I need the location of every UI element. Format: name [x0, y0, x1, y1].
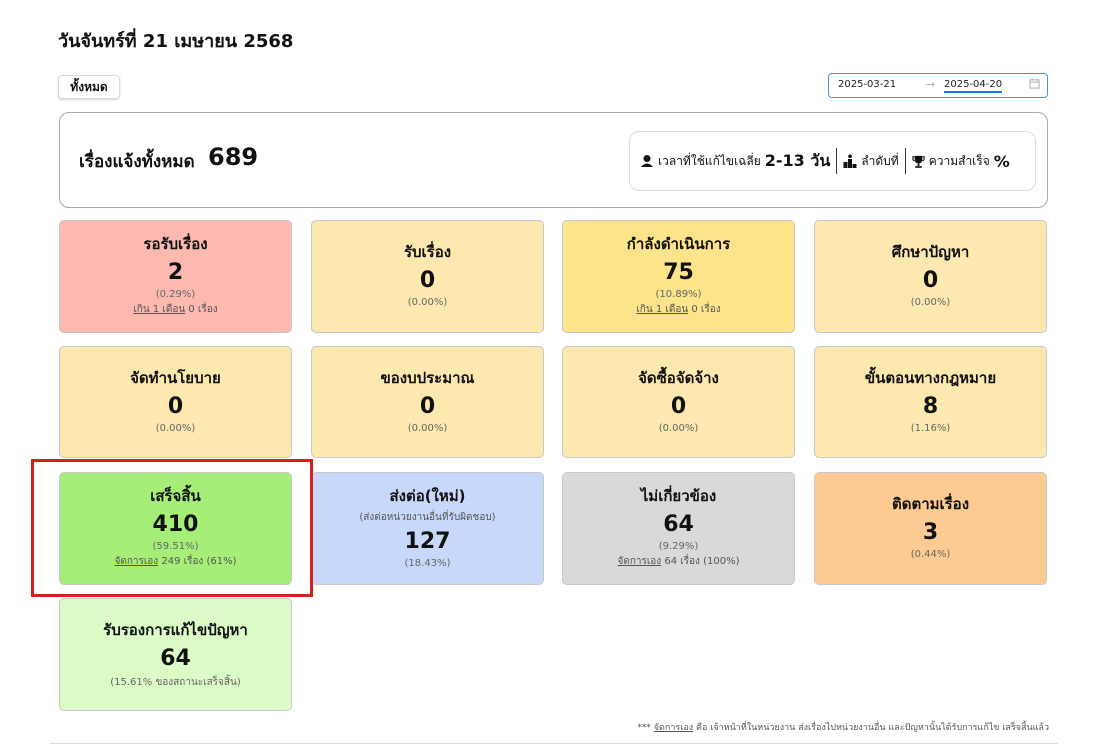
card-percent: (0.00%) [910, 297, 951, 308]
status-card-follow-up[interactable]: ติดตามเรื่อง 3 (0.44%) [814, 472, 1047, 585]
card-title: รอรับเรื่อง [143, 235, 208, 253]
self-handled-link[interactable]: จัดการเอง [114, 556, 159, 567]
card-title: จัดทำนโยบาย [130, 369, 221, 387]
card-count: 0 [670, 394, 687, 419]
all-filter-button[interactable]: ทั้งหมด [58, 75, 120, 99]
card-title: ของบประมาณ [380, 369, 475, 387]
status-card-irrelevant[interactable]: ไม่เกี่ยวข้อง 64 (9.29%) จัดการเอง 64 เร… [562, 472, 795, 585]
stats-box: เวลาที่ใช้แก้ไขเฉลี่ย 2-13 วัน ลำดับที่ … [629, 131, 1036, 191]
card-count: 0 [167, 394, 184, 419]
card-subtext: เกิน 1 เดือน 0 เรื่อง [636, 304, 721, 315]
card-title: ศึกษาปัญหา [891, 243, 970, 261]
card-count: 64 [663, 512, 694, 537]
stat-divider [836, 148, 838, 174]
status-card-waiting[interactable]: รอรับเรื่อง 2 (0.29%) เกิน 1 เดือน 0 เรื… [59, 220, 292, 333]
card-title: ไม่เกี่ยวข้อง [640, 487, 717, 505]
card-percent: (0.00%) [155, 423, 196, 434]
card-count: 127 [404, 529, 451, 554]
date-title: วันจันทร์ที่ 21 เมษายน 2568 [58, 31, 294, 52]
card-title: ส่งต่อ(ใหม่) [389, 487, 466, 505]
card-title: จัดซื้อจัดจ้าง [638, 369, 719, 387]
status-card-policy[interactable]: จัดทำนโยบาย 0 (0.00%) [59, 346, 292, 458]
overdue-link[interactable]: เกิน 1 เดือน [133, 304, 186, 315]
status-card-budget[interactable]: ของบประมาณ 0 (0.00%) [311, 346, 544, 458]
avg-time-stat: เวลาที่ใช้แก้ไขเฉลี่ย 2-13 วัน [630, 149, 836, 174]
card-count: 64 [160, 646, 191, 671]
calendar-icon[interactable] [1029, 78, 1040, 89]
card-count: 8 [922, 394, 939, 419]
card-subtext: เกิน 1 เดือน 0 เรื่อง [133, 304, 218, 315]
self-handled-link[interactable]: จัดการเอง [617, 556, 662, 567]
card-subtitle: (ส่งต่อหน่วยงานอื่นที่รับผิดชอบ) [359, 512, 496, 523]
card-count: 75 [663, 260, 694, 285]
card-subtext: จัดการเอง 249 เรื่อง (61%) [114, 556, 237, 567]
status-card-in-progress[interactable]: กำลังดำเนินการ 75 (10.89%) เกิน 1 เดือน … [562, 220, 795, 333]
total-count: 689 [208, 143, 259, 171]
card-percent: (59.51%) [152, 541, 199, 552]
podium-icon [843, 154, 857, 168]
status-card-certified-fix[interactable]: รับรองการแก้ไขปัญหา 64 (15.61% ของสถานะเ… [59, 598, 292, 711]
date-from-input[interactable]: 2025-03-21 [838, 79, 897, 90]
card-title: เสร็จสิ้น [150, 487, 201, 505]
card-count: 3 [922, 520, 939, 545]
card-percent: (0.29%) [155, 289, 196, 300]
avg-time-value: 2-13 วัน [764, 150, 831, 170]
date-range-picker[interactable]: 2025-03-21 → 2025-04-20 [828, 73, 1048, 98]
total-label: เรื่องแจ้งทั้งหมด [79, 152, 195, 172]
self-handled-link[interactable]: จัดการเอง [653, 723, 694, 733]
card-percent: (15.61% ของสถานะเสร็จสิ้น) [110, 677, 241, 688]
divider [50, 743, 1058, 744]
card-title: รับรองการแก้ไขปัญหา [103, 621, 248, 639]
success-label: ความสำเร็จ [928, 153, 990, 168]
card-percent: (0.00%) [407, 423, 448, 434]
success-stat: ความสำเร็จ % [906, 152, 1016, 171]
card-percent: (0.00%) [407, 297, 448, 308]
overdue-link[interactable]: เกิน 1 เดือน [636, 304, 689, 315]
card-percent: (1.16%) [910, 423, 951, 434]
summary-panel: เรื่องแจ้งทั้งหมด 689 เวลาที่ใช้แก้ไขเฉล… [59, 112, 1048, 208]
user-clock-icon [641, 155, 653, 167]
date-to-input[interactable]: 2025-04-20 [944, 79, 1003, 93]
stat-divider [904, 148, 906, 174]
success-value: % [993, 151, 1010, 171]
status-card-procurement[interactable]: จัดซื้อจัดจ้าง 0 (0.00%) [562, 346, 795, 458]
card-percent: (9.29%) [658, 541, 699, 552]
card-percent: (0.44%) [910, 549, 951, 560]
rank-stat: ลำดับที่ [837, 152, 904, 171]
card-count: 410 [152, 512, 199, 537]
card-title: รับเรื่อง [403, 243, 452, 261]
highlight-box [31, 459, 313, 597]
footnote: *** จัดการเอง คือ เจ้าหน้าที่ในหน่วยงาน … [637, 723, 1049, 733]
card-count: 0 [922, 268, 939, 293]
status-card-study[interactable]: ศึกษาปัญหา 0 (0.00%) [814, 220, 1047, 333]
card-subtext: จัดการเอง 64 เรื่อง (100%) [617, 556, 740, 567]
range-arrow-icon: → [926, 78, 936, 91]
avg-time-label: เวลาที่ใช้แก้ไขเฉลี่ย [658, 153, 761, 168]
rank-label: ลำดับที่ [861, 153, 899, 168]
status-card-completed[interactable]: เสร็จสิ้น 410 (59.51%) จัดการเอง 249 เรื… [59, 472, 292, 585]
card-percent: (0.00%) [658, 423, 699, 434]
card-title: กำลังดำเนินการ [626, 235, 731, 253]
status-card-received[interactable]: รับเรื่อง 0 (0.00%) [311, 220, 544, 333]
card-count: 2 [167, 260, 184, 285]
card-count: 0 [419, 268, 436, 293]
card-percent: (18.43%) [404, 558, 451, 569]
status-card-legal[interactable]: ขั้นตอนทางกฎหมาย 8 (1.16%) [814, 346, 1047, 458]
card-title: ติดตามเรื่อง [891, 495, 970, 513]
card-title: ขั้นตอนทางกฎหมาย [864, 369, 997, 387]
status-card-forwarded[interactable]: ส่งต่อ(ใหม่) (ส่งต่อหน่วยงานอื่นที่รับผิ… [311, 472, 544, 585]
card-count: 0 [419, 394, 436, 419]
card-percent: (10.89%) [655, 289, 702, 300]
trophy-icon [912, 155, 925, 168]
